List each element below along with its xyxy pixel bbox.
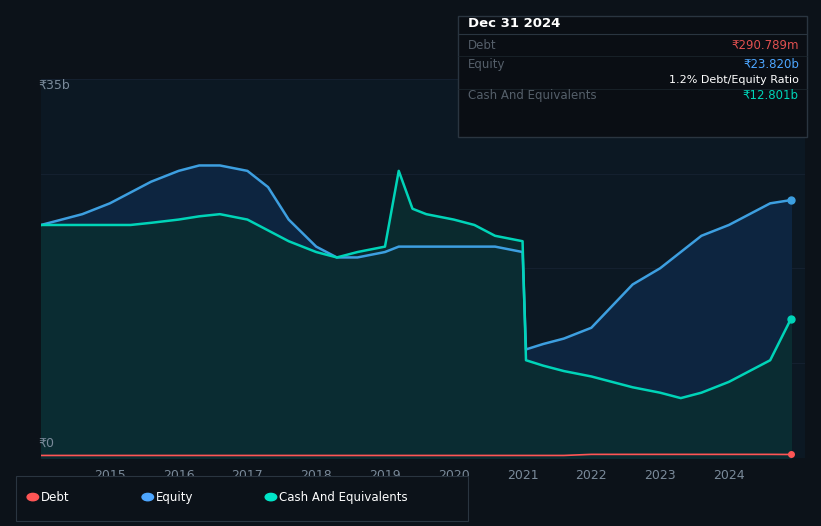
Text: ₹12.801b: ₹12.801b [743, 89, 799, 102]
Text: Equity: Equity [468, 58, 506, 72]
Text: ₹23.820b: ₹23.820b [743, 58, 799, 72]
Text: 1.2% Debt/Equity Ratio: 1.2% Debt/Equity Ratio [669, 75, 799, 85]
Text: Debt: Debt [41, 491, 70, 503]
Text: Dec 31 2024: Dec 31 2024 [468, 17, 561, 31]
Text: ₹0: ₹0 [39, 437, 55, 450]
Text: ₹35b: ₹35b [39, 79, 71, 92]
Text: ₹290.789m: ₹290.789m [732, 39, 799, 52]
Text: Cash And Equivalents: Cash And Equivalents [468, 89, 597, 102]
Text: Cash And Equivalents: Cash And Equivalents [279, 491, 408, 503]
Text: Debt: Debt [468, 39, 497, 52]
Text: Equity: Equity [156, 491, 194, 503]
